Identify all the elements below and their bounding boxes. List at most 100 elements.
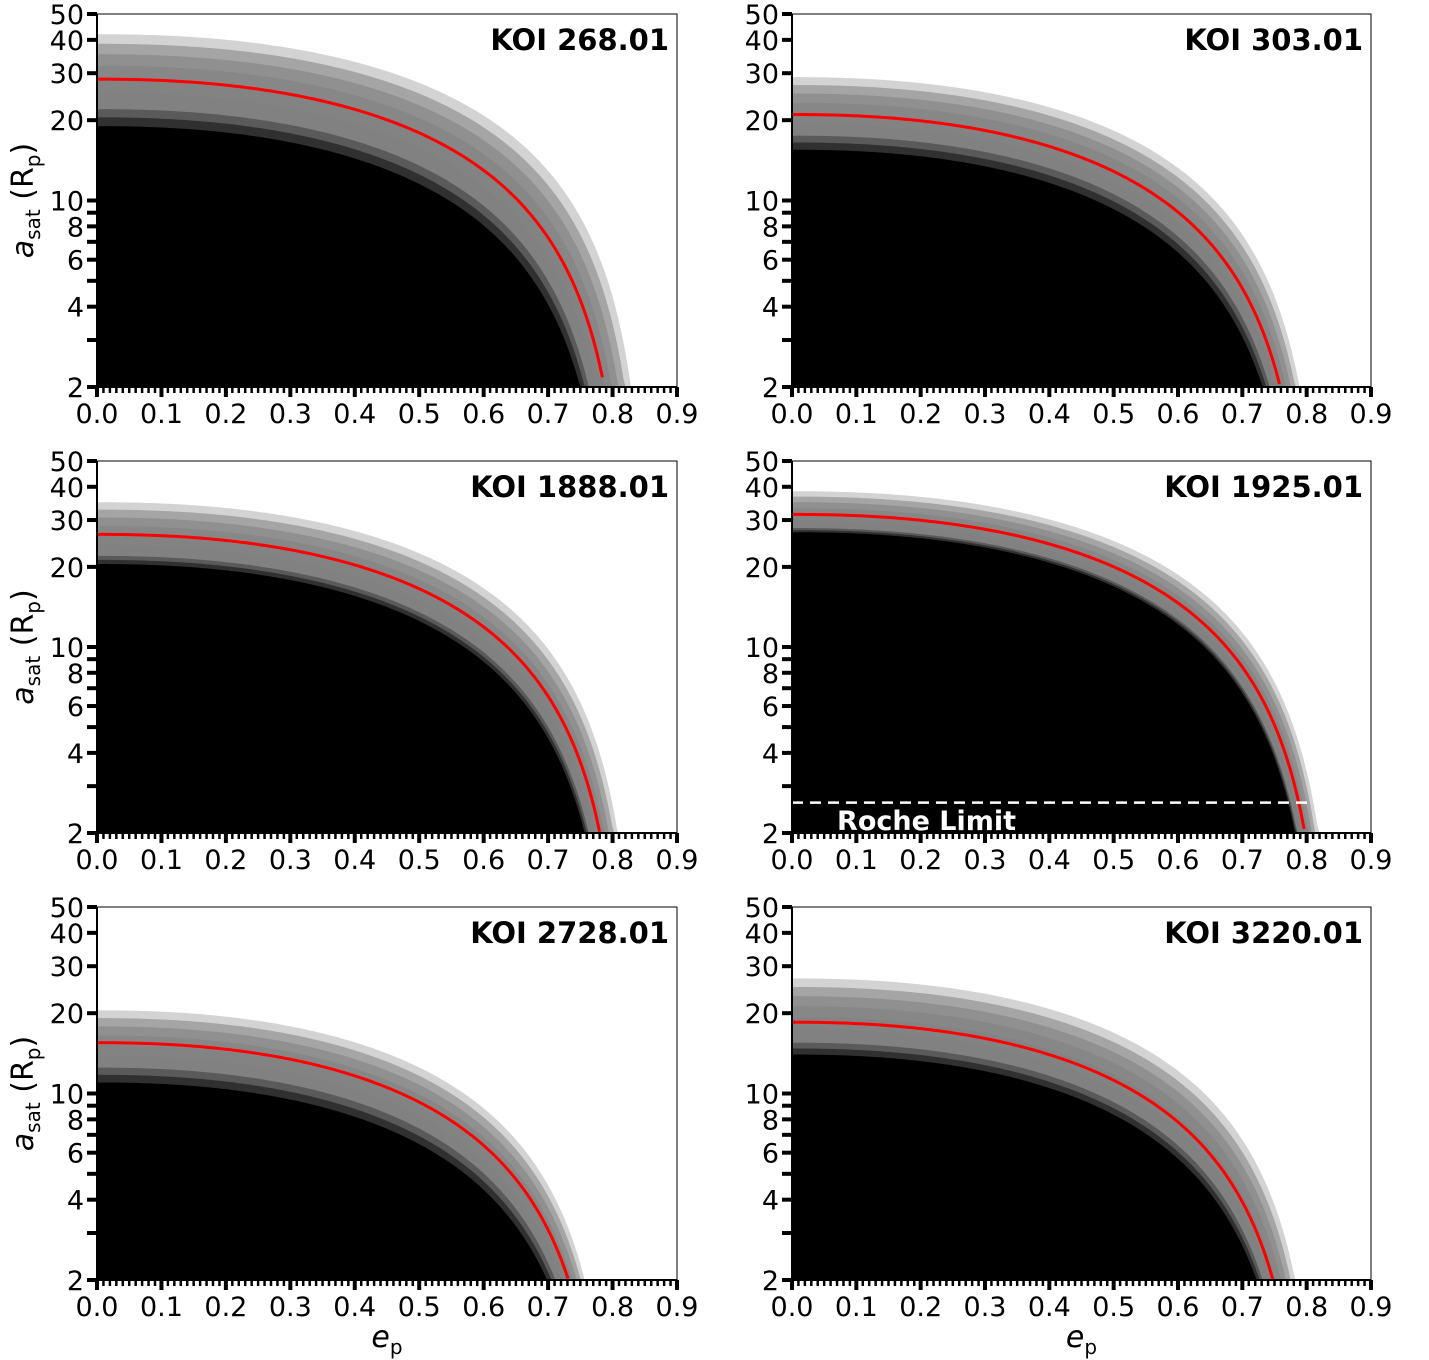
x-tick-label: 0.8	[591, 399, 634, 430]
y-tick-label: 30	[50, 506, 84, 537]
y-tick-label: 4	[762, 293, 779, 324]
y-label-unit-sub: p	[21, 155, 45, 168]
y-label-unit-sub: p	[21, 1048, 45, 1061]
x-tick-label: 0.6	[462, 1292, 505, 1323]
y-tick-label: 40	[745, 919, 779, 950]
y-label-unit-open: (R	[6, 167, 41, 209]
x-tick-label: 0.2	[899, 399, 942, 430]
x-label-sub: p	[390, 1335, 403, 1359]
x-tick-label: 0.1	[140, 1292, 183, 1323]
x-tick-label: 0.3	[964, 1292, 1007, 1323]
y-label-main: a	[6, 240, 41, 258]
panel-title: KOI 1925.01	[1164, 470, 1363, 504]
x-tick-label: 0.7	[527, 399, 570, 430]
y-axis-label: asat (Rp)	[6, 589, 45, 704]
x-tick-label: 0.6	[1157, 399, 1200, 430]
y-tick-label: 6	[67, 246, 84, 277]
y-tick-label: 40	[50, 919, 84, 950]
plot-area	[97, 502, 639, 833]
y-tick-label: 10	[745, 633, 779, 664]
x-tick-label: 0.6	[1157, 1292, 1200, 1323]
y-tick-label: 4	[67, 293, 84, 324]
x-tick-label: 0.0	[771, 399, 814, 430]
y-tick-label: 4	[762, 739, 779, 770]
x-tick-label: 0.5	[398, 1292, 441, 1323]
y-label-unit-open: (R	[6, 614, 41, 656]
y-tick-label: 8	[67, 659, 84, 690]
y-tick-label: 20	[745, 106, 779, 137]
y-tick-label: 20	[50, 106, 84, 137]
black-region	[792, 149, 1304, 387]
y-label-unit-open: (R	[6, 1060, 41, 1102]
y-label-main: a	[6, 1133, 41, 1151]
x-axis-label: ep	[1066, 1320, 1097, 1359]
x-tick-label: 0.3	[269, 399, 312, 430]
y-label-unit-close: )	[6, 589, 41, 601]
x-tick-label: 0.0	[76, 399, 119, 430]
x-tick-label: 0.8	[591, 845, 634, 876]
plot-area: Roche Limit	[792, 491, 1338, 833]
x-tick-label: 0.9	[656, 399, 699, 430]
x-tick-label: 0.4	[333, 845, 376, 876]
panel-title: KOI 2728.01	[470, 916, 669, 950]
x-tick-label: 0.9	[656, 845, 699, 876]
y-tick-label: 30	[745, 59, 779, 90]
y-tick-label: 6	[67, 692, 84, 723]
x-label-main: e	[1066, 1320, 1084, 1355]
x-tick-label: 0.7	[1221, 845, 1264, 876]
plot-area	[792, 978, 1321, 1280]
x-tick-label: 0.2	[899, 845, 942, 876]
x-tick-label: 0.7	[527, 1292, 570, 1323]
x-tick-label: 0.1	[835, 845, 878, 876]
black-region	[97, 126, 615, 387]
y-tick-label: 10	[50, 633, 84, 664]
plot-area	[97, 1010, 618, 1280]
plot-area	[792, 77, 1324, 387]
y-tick-label: 4	[67, 1186, 84, 1217]
y-tick-label: 50	[50, 447, 84, 478]
y-axis-label: asat (Rp)	[6, 1036, 45, 1151]
y-tick-label: 30	[745, 506, 779, 537]
y-tick-label: 8	[762, 659, 779, 690]
y-tick-label: 10	[50, 187, 84, 218]
x-tick-label: 0.5	[398, 845, 441, 876]
black-region	[792, 1054, 1302, 1280]
x-tick-label: 0.8	[1285, 845, 1328, 876]
black-region	[97, 564, 618, 833]
x-tick-label: 0.8	[1285, 399, 1328, 430]
y-tick-label: 20	[50, 553, 84, 584]
x-tick-label: 0.0	[76, 1292, 119, 1323]
y-tick-label: 8	[762, 1105, 779, 1136]
y-tick-label: 50	[745, 447, 779, 478]
y-tick-label: 6	[762, 1139, 779, 1170]
median-curve	[97, 532, 602, 833]
y-tick-label: 2	[67, 373, 84, 404]
y-tick-label: 20	[50, 999, 84, 1030]
x-tick-label: 0.4	[333, 399, 376, 430]
x-axis-label: ep	[371, 1320, 402, 1359]
panel-title: KOI 303.01	[1184, 23, 1363, 57]
panel-title: KOI 1888.01	[470, 470, 669, 504]
plot-area	[97, 34, 650, 387]
x-tick-label: 0.4	[1028, 399, 1071, 430]
y-tick-label: 20	[745, 999, 779, 1030]
y-label-unit-close: )	[6, 143, 41, 155]
y-tick-label: 30	[50, 952, 84, 983]
y-tick-label: 8	[67, 212, 84, 243]
panel-title: KOI 268.01	[490, 23, 669, 57]
y-tick-label: 2	[67, 819, 84, 850]
y-label-main: a	[6, 686, 41, 704]
y-axis-label: asat (Rp)	[6, 143, 45, 258]
x-tick-label: 0.8	[1285, 1292, 1328, 1323]
y-tick-label: 40	[50, 473, 84, 504]
x-tick-label: 0.2	[899, 1292, 942, 1323]
x-tick-label: 0.0	[771, 845, 814, 876]
x-tick-label: 0.9	[1350, 399, 1393, 430]
y-tick-label: 4	[67, 739, 84, 770]
median-curve	[97, 77, 604, 378]
y-tick-label: 20	[745, 553, 779, 584]
